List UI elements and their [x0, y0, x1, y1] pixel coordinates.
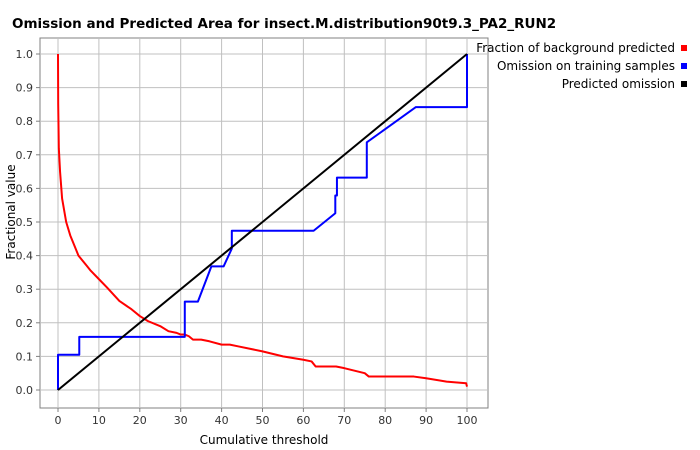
chart-title: Omission and Predicted Area for insect.M… — [12, 16, 556, 32]
y-tick-label: 0.3 — [16, 283, 34, 296]
y-axis-label: Fractional value — [4, 164, 18, 259]
x-tick-label: 50 — [256, 414, 270, 427]
y-tick-label: 0.8 — [16, 115, 34, 128]
x-tick-label: 10 — [92, 414, 106, 427]
y-tick-label: 1.0 — [16, 48, 34, 61]
legend-swatch — [681, 45, 687, 51]
legend-item-background: Fraction of background predicted — [476, 41, 687, 55]
x-tick-label: 20 — [133, 414, 147, 427]
y-ticks: 0.0 0.1 0.2 0.3 0.4 0.5 0.6 0.7 0.8 0.9 1.0 — [16, 48, 41, 397]
x-tick-label: 60 — [296, 414, 310, 427]
y-tick-label: 0.4 — [16, 250, 34, 263]
y-tick-label: 0.0 — [16, 384, 34, 397]
legend-item-predicted-omission: Predicted omission — [562, 77, 687, 91]
legend-label: Fraction of background predicted — [476, 41, 675, 55]
x-axis-label: Cumulative threshold — [200, 433, 329, 447]
legend: Fraction of background predicted Omission… — [476, 41, 687, 91]
x-tick-label: 0 — [55, 414, 62, 427]
y-tick-label: 0.5 — [16, 216, 34, 229]
x-tick-label: 30 — [174, 414, 188, 427]
legend-swatch — [681, 81, 687, 87]
legend-label: Predicted omission — [562, 77, 675, 91]
x-tick-label: 40 — [215, 414, 229, 427]
y-tick-label: 0.2 — [16, 317, 34, 330]
y-tick-label: 0.9 — [16, 82, 34, 95]
x-tick-label: 80 — [378, 414, 392, 427]
legend-label: Omission on training samples — [497, 59, 675, 73]
legend-item-training-omission: Omission on training samples — [497, 59, 687, 73]
x-tick-label: 90 — [419, 414, 433, 427]
x-tick-label: 100 — [457, 414, 478, 427]
y-tick-label: 0.1 — [16, 350, 34, 363]
y-tick-label: 0.6 — [16, 182, 34, 195]
x-ticks: 0 10 20 30 40 50 60 70 80 90 100 — [55, 408, 478, 427]
x-tick-label: 70 — [337, 414, 351, 427]
y-tick-label: 0.7 — [16, 149, 34, 162]
legend-swatch — [681, 63, 687, 69]
